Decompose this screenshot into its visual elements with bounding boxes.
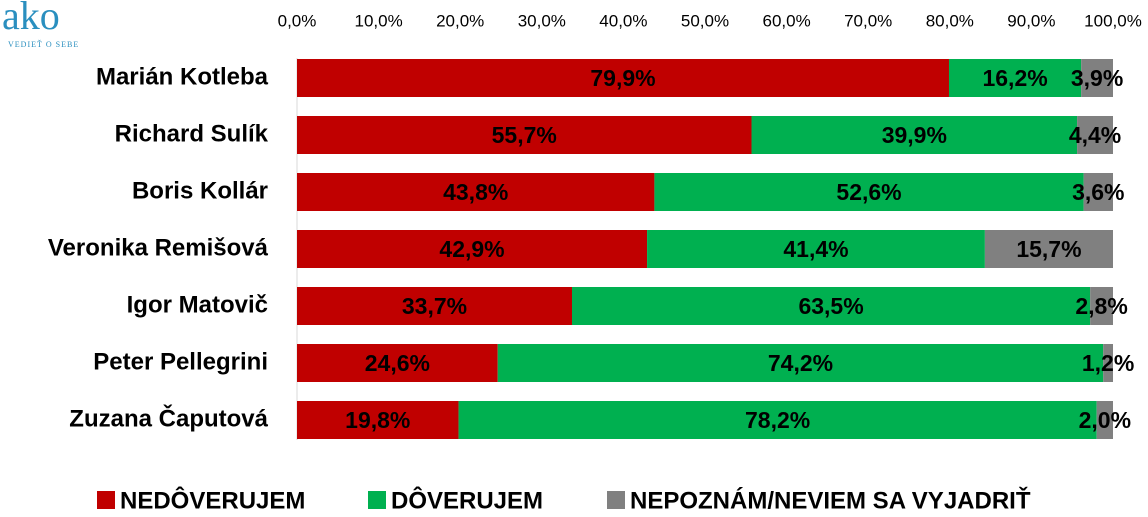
value-label: 4,4%	[1069, 122, 1121, 148]
value-label: 41,4%	[783, 236, 848, 262]
bar-segment	[984, 230, 1113, 268]
x-tick-label: 100,0%	[1084, 11, 1142, 30]
bar-segment	[1083, 173, 1113, 211]
x-tick-label: 20,0%	[436, 11, 484, 30]
bar-segment	[1077, 116, 1113, 154]
bar-segment	[497, 344, 1104, 382]
value-label: 16,2%	[982, 65, 1047, 91]
legend-swatch	[97, 491, 115, 509]
bar-segment	[1103, 344, 1113, 382]
value-label: 78,2%	[745, 407, 810, 433]
x-tick-label: 50,0%	[681, 11, 729, 30]
bar-segment	[948, 59, 1082, 97]
value-label: 3,9%	[1071, 65, 1123, 91]
category-label: Peter Pellegrini	[93, 348, 268, 375]
legend-swatch	[607, 491, 625, 509]
bar-segment	[751, 116, 1078, 154]
bar-segment	[571, 287, 1091, 325]
bar-segment	[297, 116, 752, 154]
value-label: 15,7%	[1016, 236, 1081, 262]
value-label: 19,8%	[345, 407, 410, 433]
value-label: 52,6%	[836, 179, 901, 205]
bar-segment	[1081, 59, 1113, 97]
value-label: 42,9%	[439, 236, 504, 262]
logo-tagline: VEDIEŤ O SEBE	[8, 39, 79, 49]
value-label: 74,2%	[768, 350, 833, 376]
x-tick-label: 90,0%	[1007, 11, 1055, 30]
bar-segment	[1096, 401, 1113, 439]
value-label: 43,8%	[443, 179, 508, 205]
x-tick-label: 40,0%	[599, 11, 647, 30]
category-label: Igor Matovič	[127, 291, 268, 318]
bar-segment	[458, 401, 1097, 439]
legend-label: DÔVERUJEM	[391, 486, 543, 514]
x-tick-label: 60,0%	[762, 11, 810, 30]
category-label: Boris Kollár	[132, 177, 268, 204]
value-label: 3,6%	[1072, 179, 1124, 205]
category-label: Zuzana Čaputová	[69, 404, 268, 432]
bar-segment	[1090, 287, 1113, 325]
value-label: 1,2%	[1082, 350, 1134, 376]
bar-segment	[297, 401, 459, 439]
bar-segment	[297, 344, 498, 382]
value-label: 63,5%	[798, 293, 863, 319]
x-tick-label: 30,0%	[518, 11, 566, 30]
x-tick-label: 10,0%	[354, 11, 402, 30]
bar-segment	[297, 173, 655, 211]
bar-segment	[297, 230, 648, 268]
value-label: 2,0%	[1079, 407, 1131, 433]
category-label: Richard Sulík	[115, 120, 269, 147]
x-tick-label: 80,0%	[926, 11, 974, 30]
value-label: 33,7%	[402, 293, 467, 319]
bar-segment	[297, 59, 949, 97]
legend-label: NEPOZNÁM/NEVIEM SA VYJADRIŤ	[630, 486, 1031, 514]
value-label: 2,8%	[1075, 293, 1127, 319]
value-label: 55,7%	[492, 122, 557, 148]
value-label: 39,9%	[882, 122, 947, 148]
category-label: Marián Kotleba	[96, 63, 269, 90]
value-label: 24,6%	[365, 350, 430, 376]
bar-segment	[654, 173, 1084, 211]
logo-name: ako	[2, 0, 60, 38]
x-tick-label: 0,0%	[278, 11, 317, 30]
legend-swatch	[368, 491, 386, 509]
legend-label: NEDÔVERUJEM	[120, 486, 305, 514]
bar-segment	[297, 287, 572, 325]
x-tick-label: 70,0%	[844, 11, 892, 30]
value-label: 79,9%	[590, 65, 655, 91]
bar-segment	[647, 230, 985, 268]
category-label: Veronika Remišová	[48, 234, 269, 261]
